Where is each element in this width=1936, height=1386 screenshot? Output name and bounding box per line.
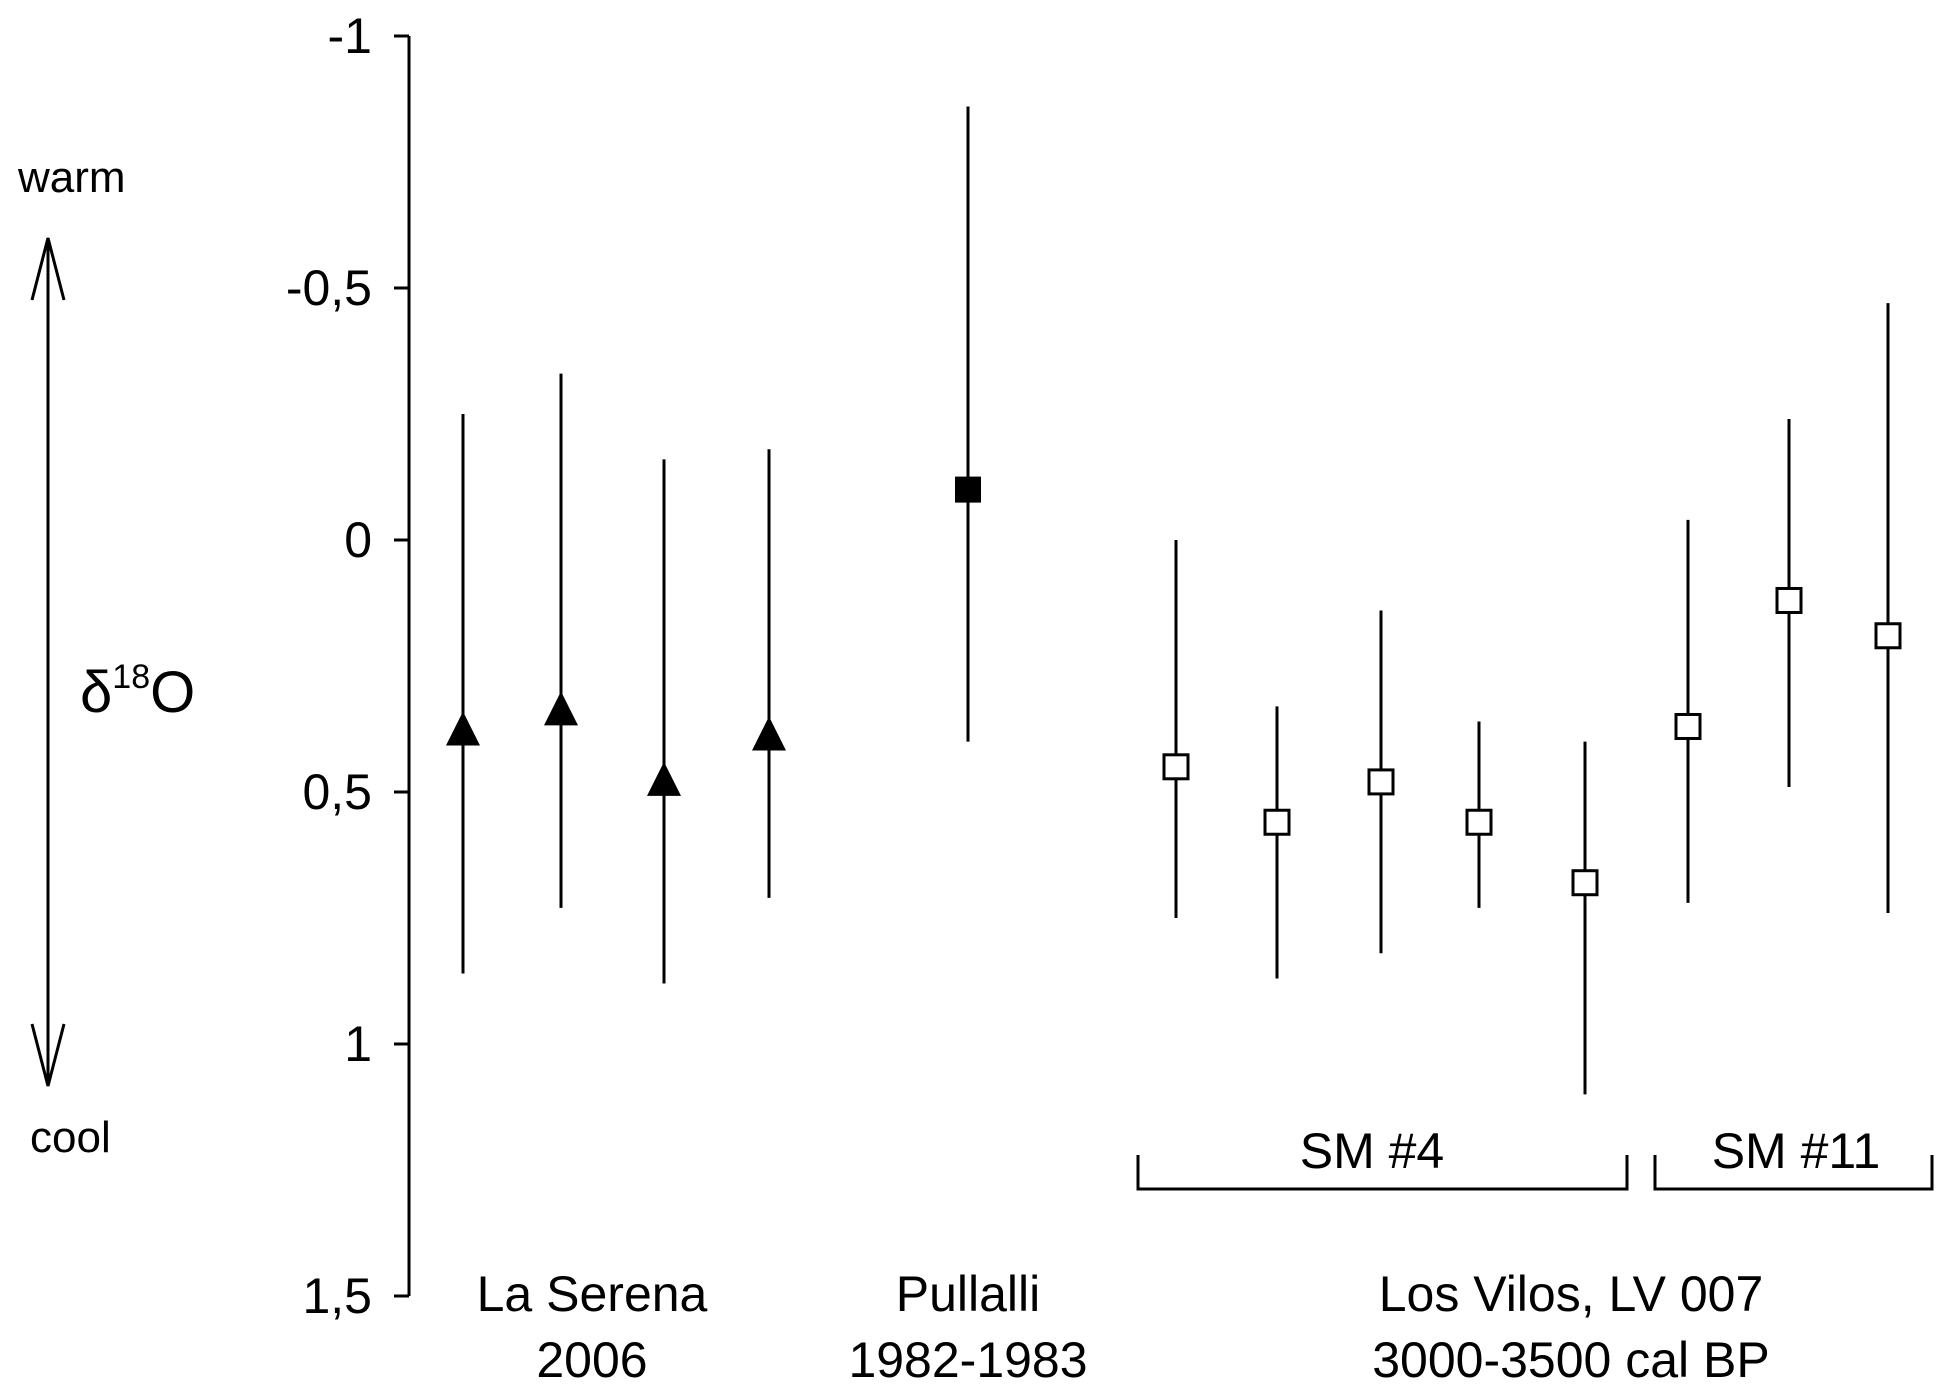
y-tick-label: -1 [328,8,372,64]
bracket: SM #4 [1136,1123,1629,1191]
data-point [544,373,578,908]
group-label-pullalli-line2: 1982-1983 [848,1332,1087,1386]
square-marker-open [1674,712,1702,740]
triangle-marker [446,711,480,746]
bracket: SM #11 [1653,1123,1934,1191]
data-point [752,449,786,898]
warm-label: warm [17,153,126,202]
group-label-los-vilos-line1: Los Vilos, LV 007 [1379,1266,1764,1322]
data-point [1775,419,1803,787]
subgroup-brackets: SM #4 SM #11 [1136,1123,1934,1191]
y-axis-label-base: δ [80,660,112,725]
data-point [1674,519,1702,903]
data-point [1874,303,1902,913]
data-point [446,414,480,974]
indicator-arrow-up-icon [30,237,66,301]
bracket-label: SM #11 [1712,1123,1881,1179]
square-marker-open [1571,869,1599,897]
square-marker-open [1874,622,1902,650]
group-labels: La Serena 2006 Pullalli 1982-1983 Los Vi… [477,1266,1770,1386]
group-label-los-vilos-line2: 3000-3500 cal BP [1372,1332,1770,1386]
triangle-marker [647,761,681,796]
group-label-pullalli-line1: Pullalli [896,1266,1041,1322]
group-label-la-serena-line2: 2006 [536,1332,647,1386]
square-marker-open [1775,586,1803,614]
y-axis-label: δ18O [80,658,195,725]
triangle-marker [752,716,786,751]
y-tick-label: 1 [344,1016,372,1072]
bracket-line [1653,1155,1934,1191]
group-label-la-serena-line1: La Serena [477,1266,708,1322]
square-marker-open [1263,808,1291,836]
square-marker-open [1367,768,1395,796]
square-marker-filled [955,476,981,503]
data-point [1263,706,1291,979]
cool-label: cool [30,1113,111,1162]
square-marker-open [1465,808,1493,836]
y-tick-label: -0,5 [286,260,372,316]
data-point [647,459,681,984]
y-axis-label-sup: 18 [112,658,150,696]
y-axis: -1 -0,5 0 0,5 1 1,5 [286,8,411,1324]
data-point [1465,721,1493,908]
data-point [955,106,981,742]
warm-cool-indicator: warm cool [17,153,126,1162]
data-point [1571,741,1599,1095]
data-marks [446,106,1902,1095]
y-axis-label-tail: O [150,660,195,725]
y-tick-label: 0 [344,512,372,568]
indicator-arrow-down-icon [30,1023,66,1087]
square-marker-open [1162,753,1190,781]
y-tick-label: 1,5 [302,1268,372,1324]
bracket-label: SM #4 [1300,1123,1445,1179]
y-tick-label: 0,5 [302,764,372,820]
data-point [1367,610,1395,954]
data-point [1162,540,1190,918]
triangle-marker [544,691,578,726]
bracket-line [1136,1155,1629,1191]
